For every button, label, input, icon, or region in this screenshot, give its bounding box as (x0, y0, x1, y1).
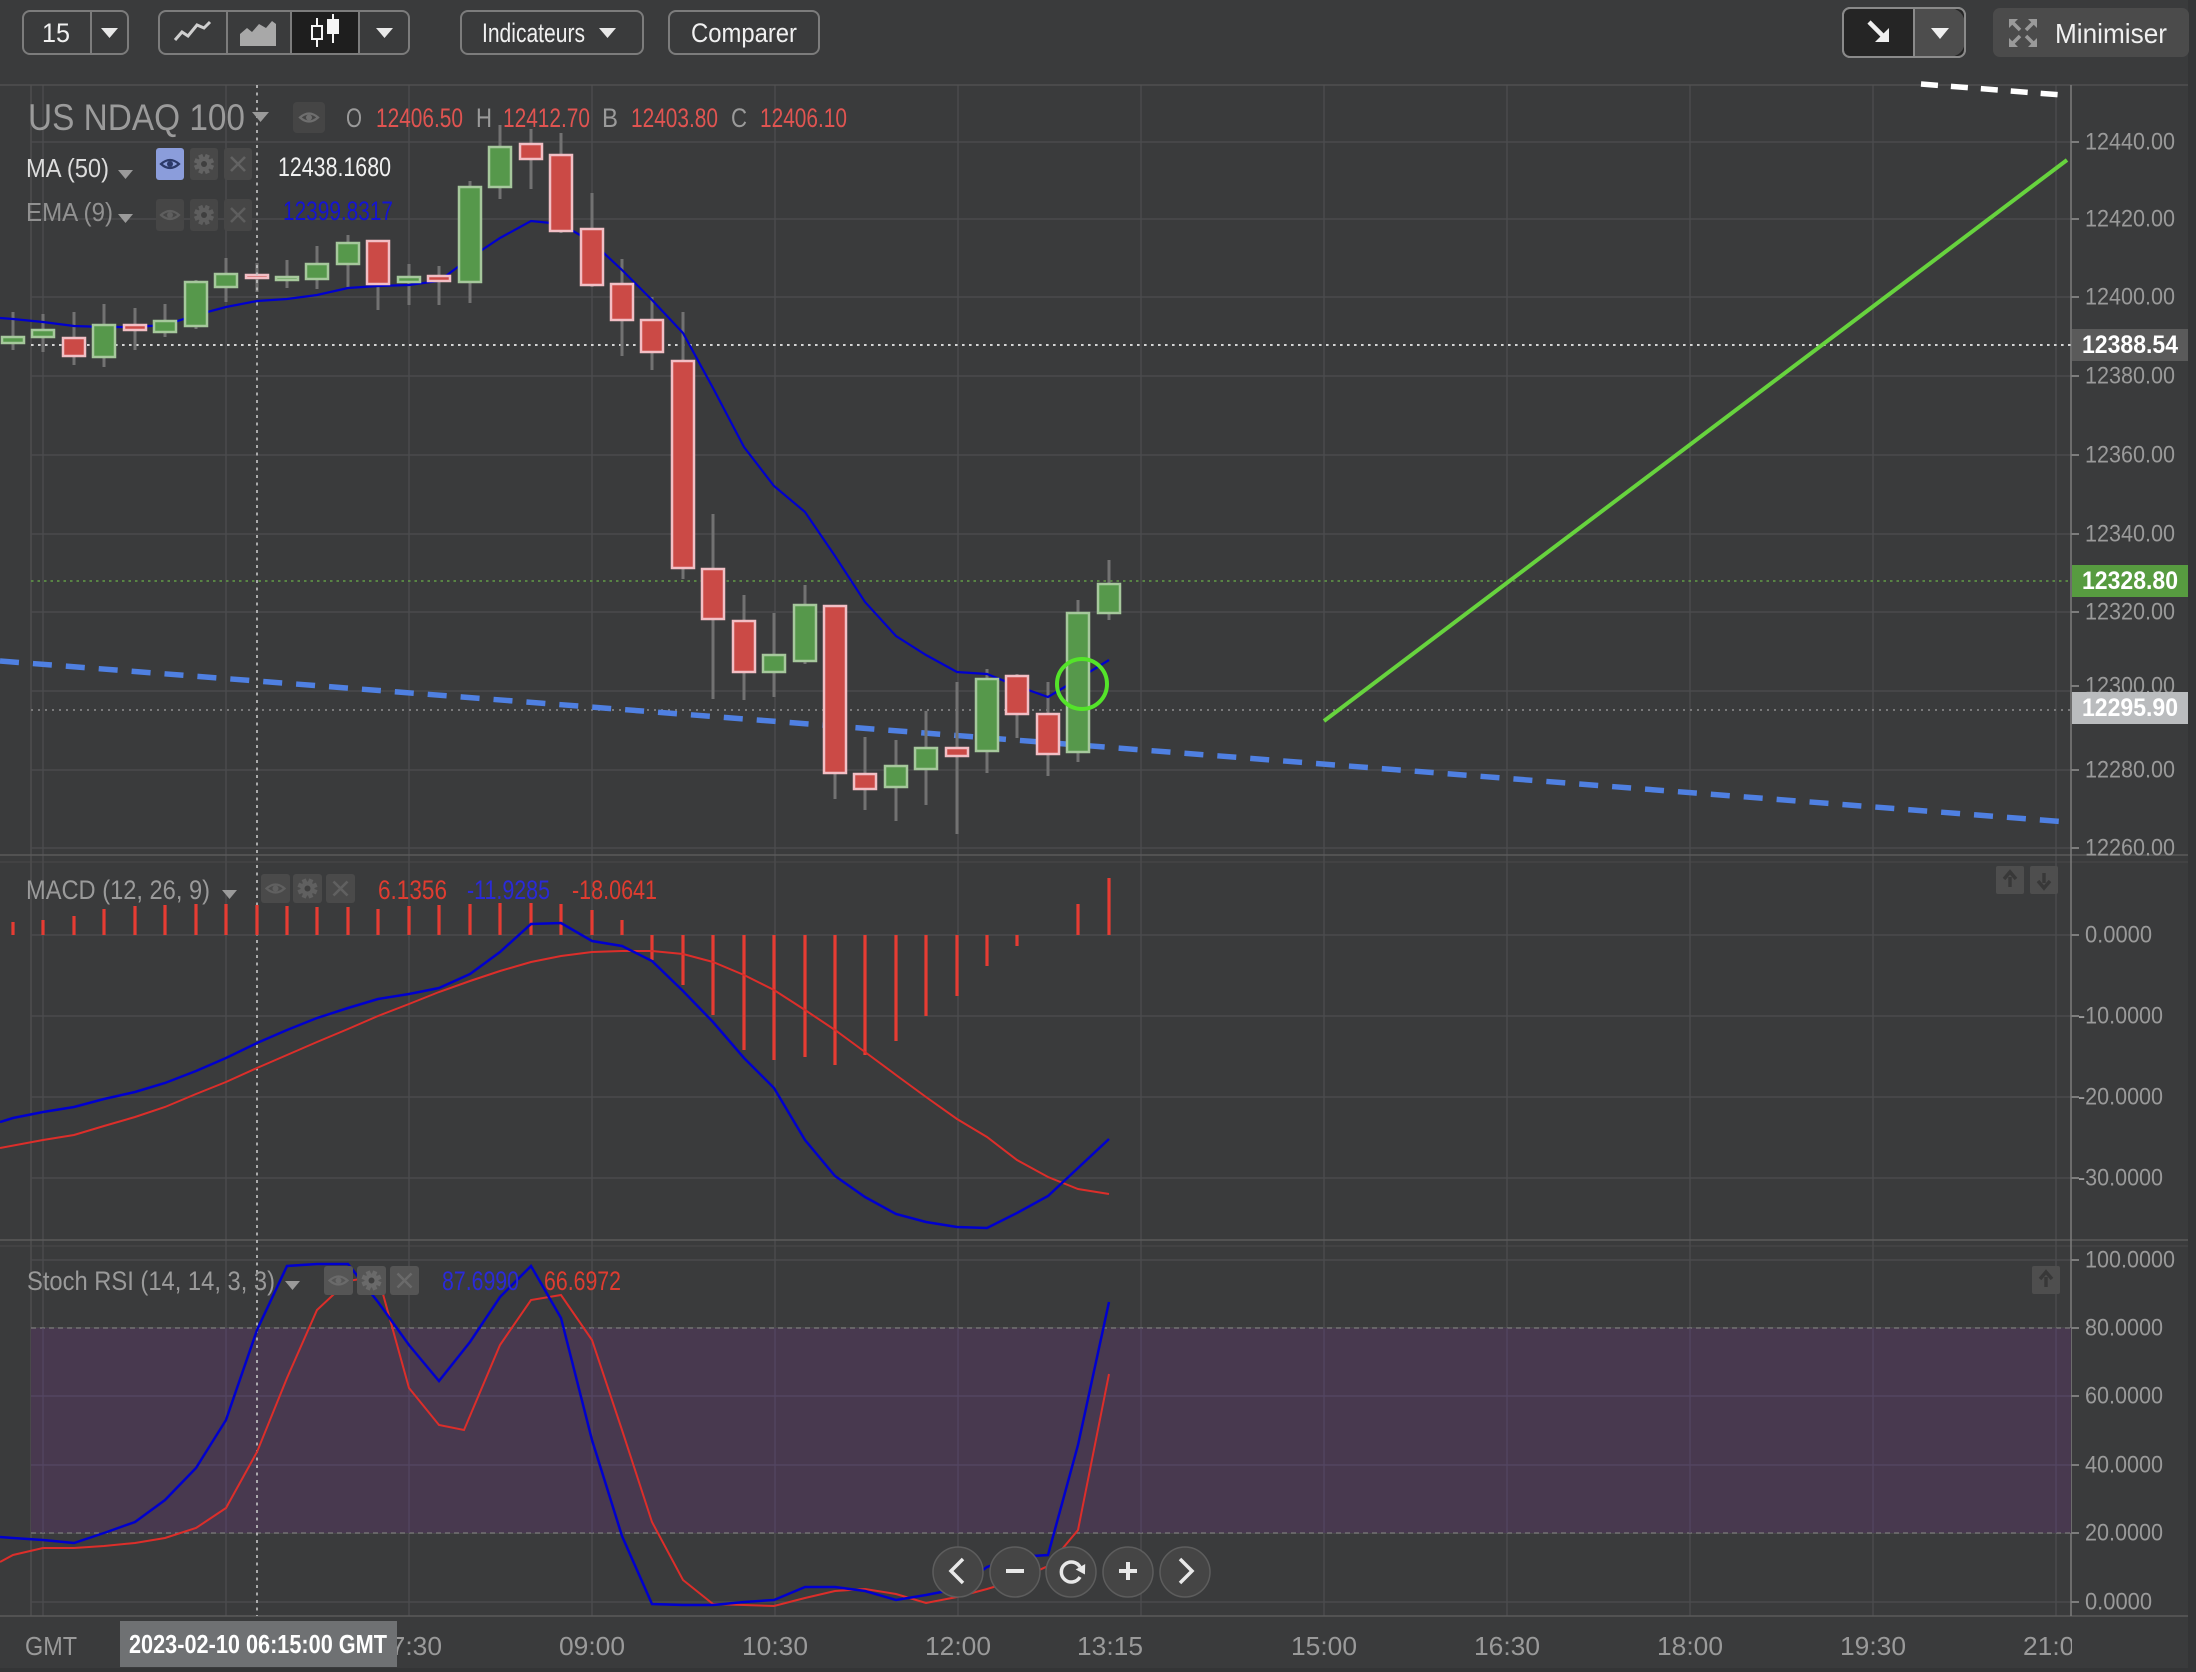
svg-text:12406.50: 12406.50 (376, 103, 463, 133)
svg-text:MACD (12, 26, 9): MACD (12, 26, 9) (26, 875, 210, 905)
svg-text:MA (50): MA (50) (26, 153, 109, 183)
svg-text:15:00: 15:00 (1291, 1631, 1357, 1661)
svg-text:2023-02-10 06:15:00 GMT: 2023-02-10 06:15:00 GMT (129, 1629, 387, 1659)
svg-text:87.6990: 87.6990 (442, 1266, 519, 1296)
svg-text:40.0000: 40.0000 (2085, 1452, 2163, 1479)
svg-text:12280.00: 12280.00 (2085, 757, 2175, 784)
svg-text:US NDAQ 100: US NDAQ 100 (28, 97, 245, 138)
svg-text:Indicateurs: Indicateurs (482, 18, 585, 48)
svg-text:O: O (346, 103, 362, 133)
svg-text:12399.8317: 12399.8317 (283, 196, 393, 226)
svg-text:B: B (602, 103, 618, 133)
svg-text:0.0000: 0.0000 (2085, 922, 2152, 949)
svg-text:09:00: 09:00 (559, 1631, 625, 1661)
svg-text:66.6972: 66.6972 (544, 1266, 621, 1296)
svg-text:H: H (476, 103, 492, 133)
svg-text:6.1356: 6.1356 (378, 875, 447, 905)
svg-text:12412.70: 12412.70 (503, 103, 590, 133)
svg-text:12340.00: 12340.00 (2085, 521, 2175, 548)
svg-text:-10.0000: -10.0000 (2078, 1003, 2163, 1030)
svg-text:12295.90: 12295.90 (2082, 694, 2178, 722)
svg-text:Comparer: Comparer (691, 18, 797, 48)
svg-text:12320.00: 12320.00 (2085, 599, 2175, 626)
svg-text:12260.00: 12260.00 (2085, 835, 2175, 862)
svg-text:Stoch RSI (14, 14, 3, 3): Stoch RSI (14, 14, 3, 3) (27, 1266, 275, 1296)
svg-text:10:30: 10:30 (742, 1631, 808, 1661)
svg-text:20.0000: 20.0000 (2085, 1520, 2163, 1547)
svg-text:13:15: 13:15 (1077, 1631, 1143, 1661)
svg-text:12380.00: 12380.00 (2085, 363, 2175, 390)
svg-text:12388.54: 12388.54 (2082, 331, 2178, 359)
svg-text:12400.00: 12400.00 (2085, 284, 2175, 311)
svg-text:0.0000: 0.0000 (2085, 1589, 2152, 1616)
svg-text:80.0000: 80.0000 (2085, 1315, 2163, 1342)
svg-text:15: 15 (42, 18, 70, 48)
svg-text:12360.00: 12360.00 (2085, 442, 2175, 469)
svg-text:19:30: 19:30 (1840, 1631, 1906, 1661)
svg-text:12:00: 12:00 (925, 1631, 991, 1661)
svg-text:-30.0000: -30.0000 (2078, 1165, 2163, 1192)
svg-text:16:30: 16:30 (1474, 1631, 1540, 1661)
svg-text:-11.9285: -11.9285 (467, 875, 550, 905)
svg-text:-18.0641: -18.0641 (572, 875, 657, 905)
svg-text:12403.80: 12403.80 (631, 103, 718, 133)
svg-text:60.0000: 60.0000 (2085, 1383, 2163, 1410)
svg-text:18:00: 18:00 (1657, 1631, 1723, 1661)
svg-text:EMA (9): EMA (9) (26, 197, 113, 227)
svg-text:-20.0000: -20.0000 (2078, 1084, 2163, 1111)
svg-text:12328.80: 12328.80 (2082, 567, 2178, 595)
svg-text:C: C (731, 103, 747, 133)
svg-text:12406.10: 12406.10 (760, 103, 847, 133)
svg-text:12440.00: 12440.00 (2085, 129, 2175, 156)
svg-text:21:00: 21:00 (2023, 1631, 2089, 1661)
svg-text:12420.00: 12420.00 (2085, 206, 2175, 233)
svg-text:100.0000: 100.0000 (2085, 1247, 2175, 1274)
svg-text:12438.1680: 12438.1680 (278, 152, 391, 182)
svg-text:Minimiser: Minimiser (2055, 18, 2167, 49)
svg-text:GMT: GMT (25, 1631, 77, 1661)
